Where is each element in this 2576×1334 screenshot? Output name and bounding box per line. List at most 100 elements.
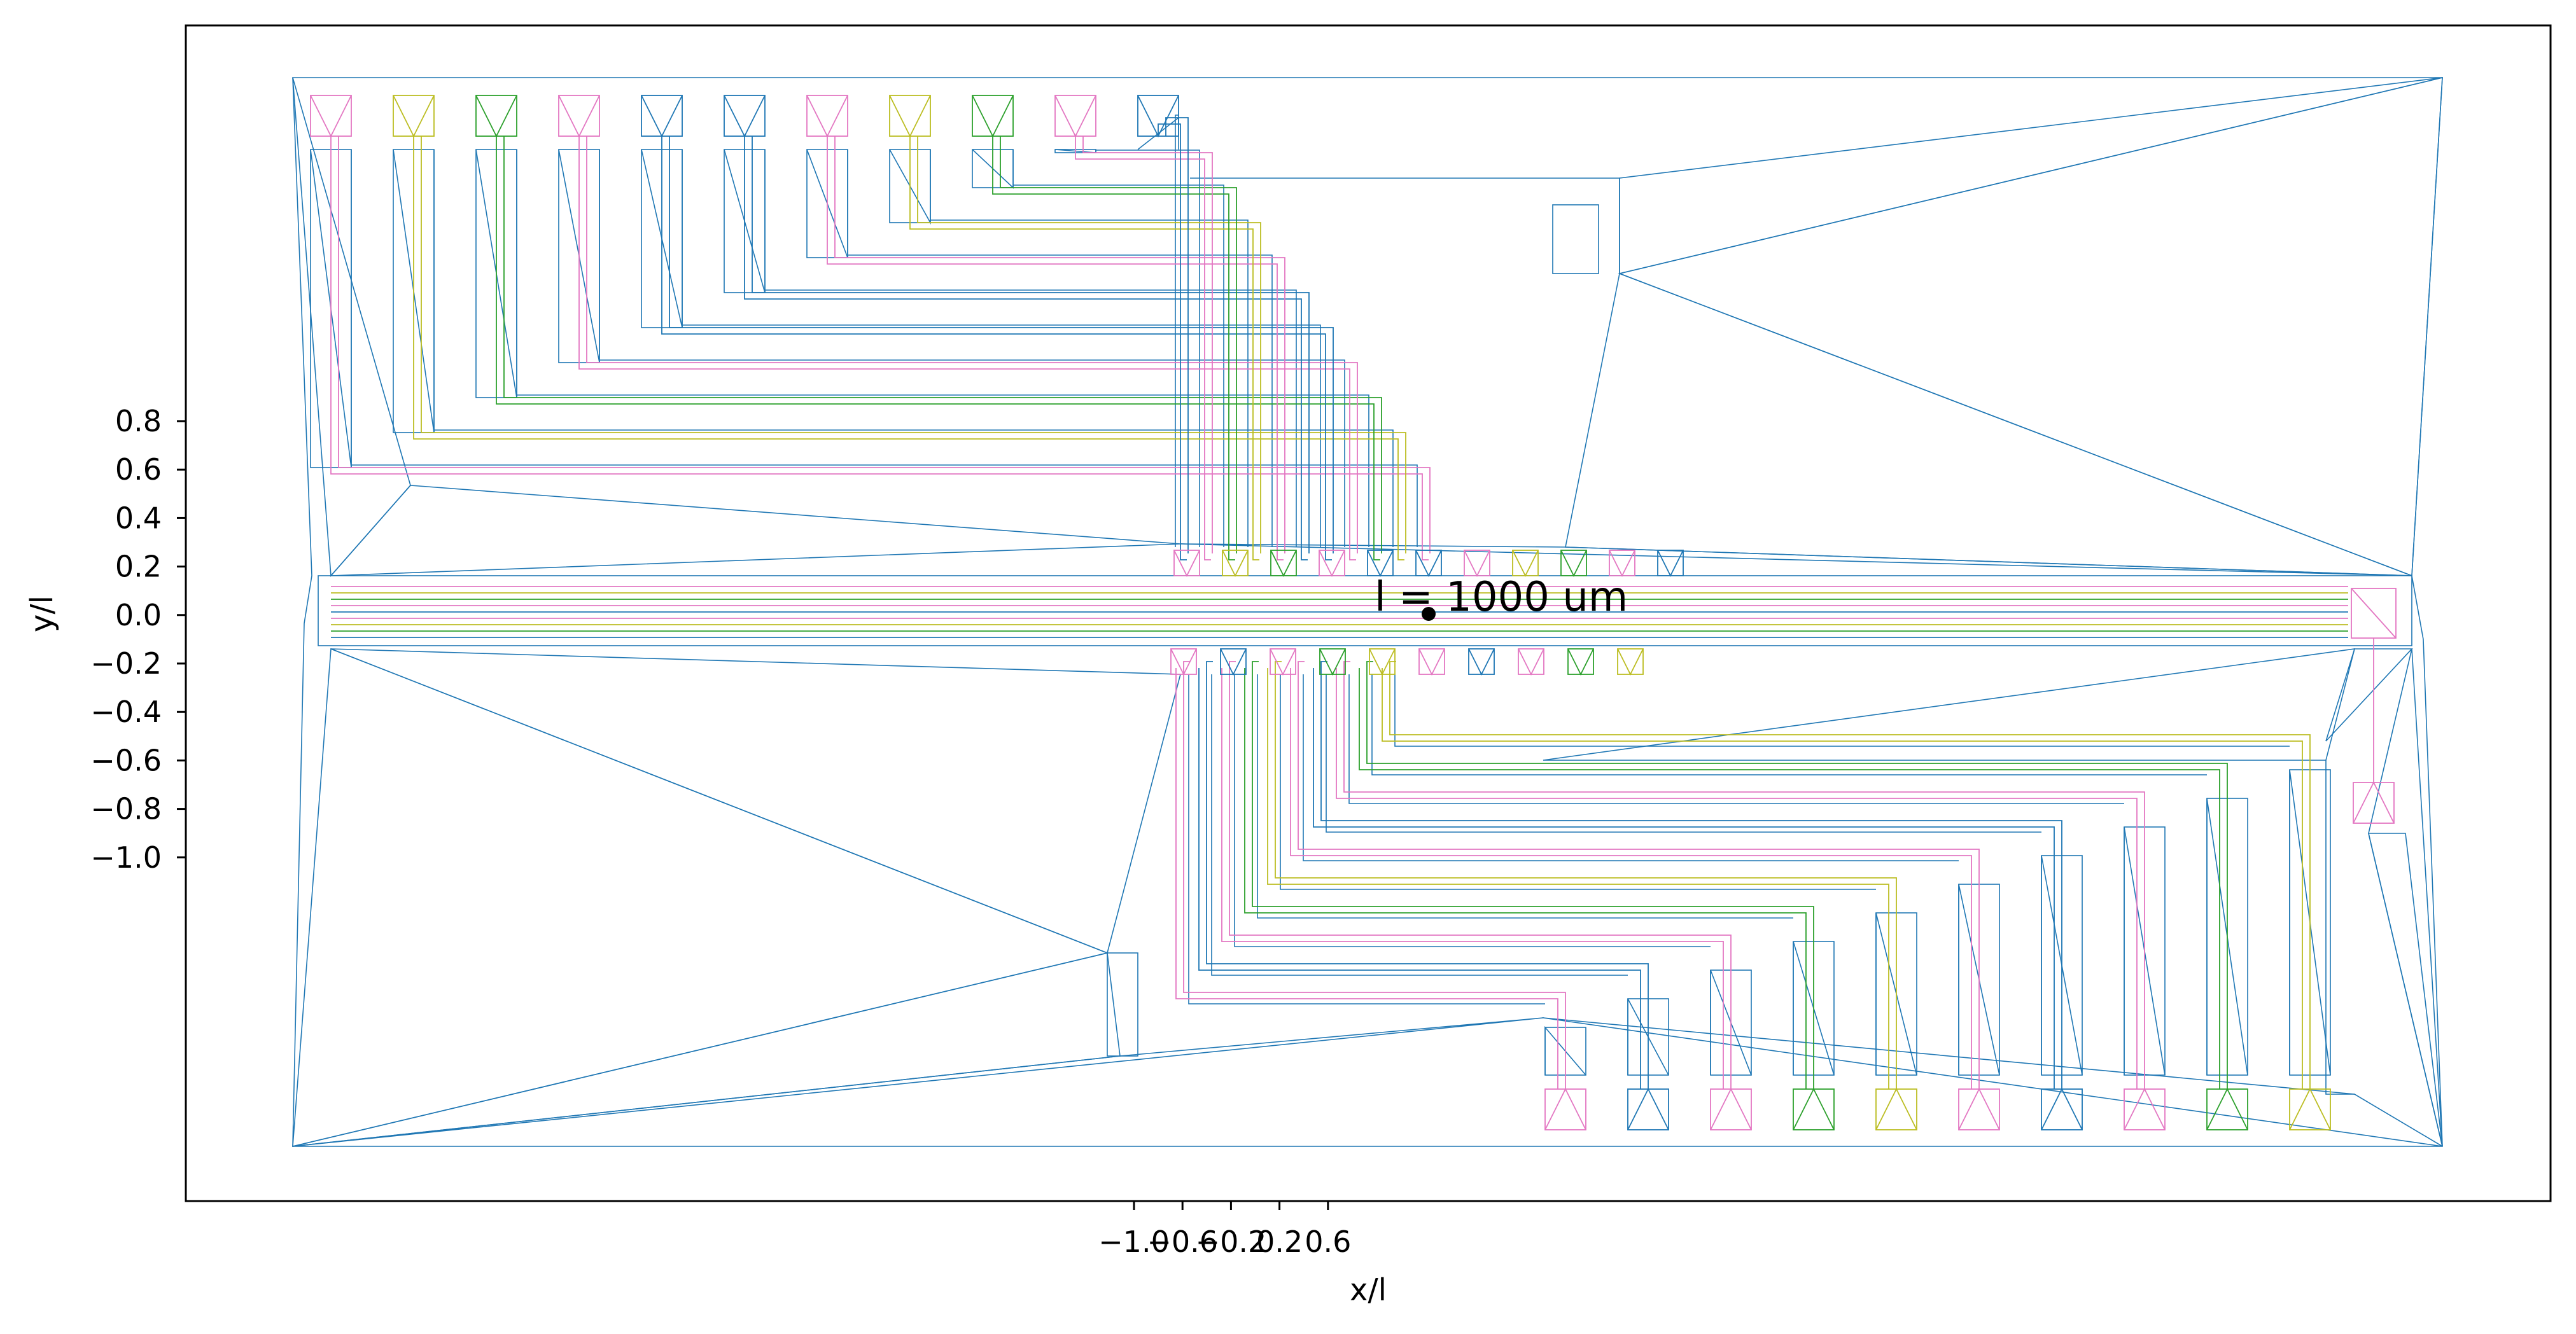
mesh-edge	[351, 464, 1418, 547]
x-tick-label: 0.2	[1256, 1225, 1303, 1259]
bond-pad-mark	[806, 95, 848, 138]
bond-pad-mark	[1958, 1087, 2000, 1130]
signal-trace	[1267, 668, 1889, 1089]
signal-trace	[1175, 668, 1558, 1089]
axes-frame	[185, 24, 2552, 1202]
bus-contact-mark	[1369, 648, 1396, 676]
bond-pad-mark	[2353, 781, 2395, 824]
signal-trace	[586, 136, 1358, 553]
mesh-edge	[1793, 941, 1835, 1076]
bus-contact-mark	[1657, 550, 1684, 578]
mesh-edge	[2325, 760, 2355, 1095]
mesh-edge	[1188, 674, 1545, 1004]
bond-pad	[2351, 588, 2397, 639]
scale-annotation: l = 1000 um	[1375, 574, 1628, 621]
mesh-edge	[1303, 674, 1959, 861]
bus-contact-mark	[1220, 648, 1247, 676]
mesh-edge	[1627, 998, 1669, 1076]
mesh-edge	[1394, 674, 2290, 747]
bond-pad-mark	[1054, 95, 1096, 138]
signal-trace	[1183, 661, 1566, 1089]
signal-trace	[1336, 668, 2138, 1089]
signal-trace	[1075, 136, 1211, 560]
signal-trace	[330, 136, 1429, 560]
signal-trace	[1165, 117, 1189, 553]
signal-trace	[661, 136, 1332, 560]
bond-pad-mark	[724, 95, 766, 138]
bus-contact-mark	[1367, 550, 1394, 578]
y-tick-label: −0.8	[90, 792, 162, 826]
bond-pad-mark	[889, 95, 931, 138]
mesh-edge	[2289, 769, 2331, 1076]
signal-trace	[496, 136, 1380, 560]
mesh-edge	[2041, 855, 2083, 1076]
mesh-edge	[1211, 674, 1628, 976]
mesh-edge	[434, 429, 1394, 547]
mesh-triangle	[2325, 648, 2413, 742]
bond-pad-mark	[1627, 1087, 1669, 1130]
bus-contact-mark	[1319, 550, 1345, 578]
mesh-triangle	[1543, 648, 2356, 761]
signal-trace	[1000, 136, 1237, 553]
signal-trace	[413, 136, 1404, 560]
bond-pad-mark	[1793, 1087, 1835, 1130]
signal-trace	[1313, 668, 2055, 1089]
mesh-bus	[318, 575, 2412, 646]
signal-trace	[917, 136, 1261, 553]
bond-pad-mark	[641, 95, 683, 138]
bond-pad-mark	[2041, 1087, 2083, 1130]
signal-trace	[1298, 661, 1980, 1089]
bond-pad-mark	[972, 95, 1014, 138]
mesh-edge	[1175, 115, 1179, 547]
bus-contact-mark	[1270, 648, 1296, 676]
bus-contact-mark	[1464, 550, 1490, 578]
mesh-cell	[1552, 204, 1599, 274]
bond-pad-mark	[310, 95, 352, 138]
mesh-edge	[1875, 912, 1917, 1076]
mesh-triangle	[292, 1017, 1544, 1147]
y-axis: 0.8 0.6 0.4 0.2 0.0 −0.2 −0.4 −0.6 −0.8 −1.0	[90, 404, 186, 875]
mesh-edge	[1257, 674, 1793, 919]
signal-trace	[744, 136, 1308, 560]
pad-layer	[310, 95, 2397, 1130]
mesh-edge	[1013, 184, 1224, 547]
signal-trace	[1221, 668, 1724, 1089]
mesh-edge	[599, 359, 1345, 547]
mesh-edge	[1190, 177, 1620, 274]
mesh-cell	[1107, 952, 1138, 1057]
signal-trace	[1206, 661, 1649, 1089]
signal-trace	[909, 136, 1259, 560]
bond-pad-mark	[1710, 1087, 1752, 1130]
signal-trace	[503, 136, 1382, 553]
bus-contact-mark	[1567, 648, 1594, 676]
mesh-edge	[682, 324, 1321, 547]
x-tick-label: −0.6	[1147, 1225, 1218, 1259]
bus-contact-mark	[1418, 648, 1445, 676]
x-tick-label: −0.2	[1196, 1225, 1267, 1259]
mesh-edge	[1958, 884, 2000, 1076]
signal-trace	[1359, 668, 2220, 1089]
bus-contact-mark	[1319, 648, 1346, 676]
mesh-edge	[1544, 1025, 1586, 1076]
y-tick-label: −0.4	[90, 695, 162, 729]
signal-trace	[1082, 136, 1213, 553]
signal-trace	[669, 136, 1334, 553]
signal-trace	[827, 136, 1284, 560]
bus-contact-mark	[1518, 648, 1544, 676]
bond-pad-mark	[393, 95, 435, 138]
mesh-edge	[1234, 674, 1711, 947]
y-tick-label: −1.0	[90, 840, 162, 875]
signal-trace	[1229, 661, 1732, 1089]
bond-pad-mark	[558, 95, 600, 138]
mesh-edge	[848, 254, 1273, 547]
bus-contact-mark	[1560, 550, 1587, 578]
signal-trace	[1198, 668, 1641, 1089]
origin-marker	[1422, 607, 1436, 621]
bond-pad-mark	[2124, 1087, 2166, 1130]
mesh-edge	[1348, 674, 2124, 804]
signal-trace	[338, 136, 1431, 553]
signal-trace	[1275, 661, 1897, 1089]
y-tick-label: 0.2	[115, 550, 162, 584]
mesh-edge	[2124, 826, 2166, 1076]
